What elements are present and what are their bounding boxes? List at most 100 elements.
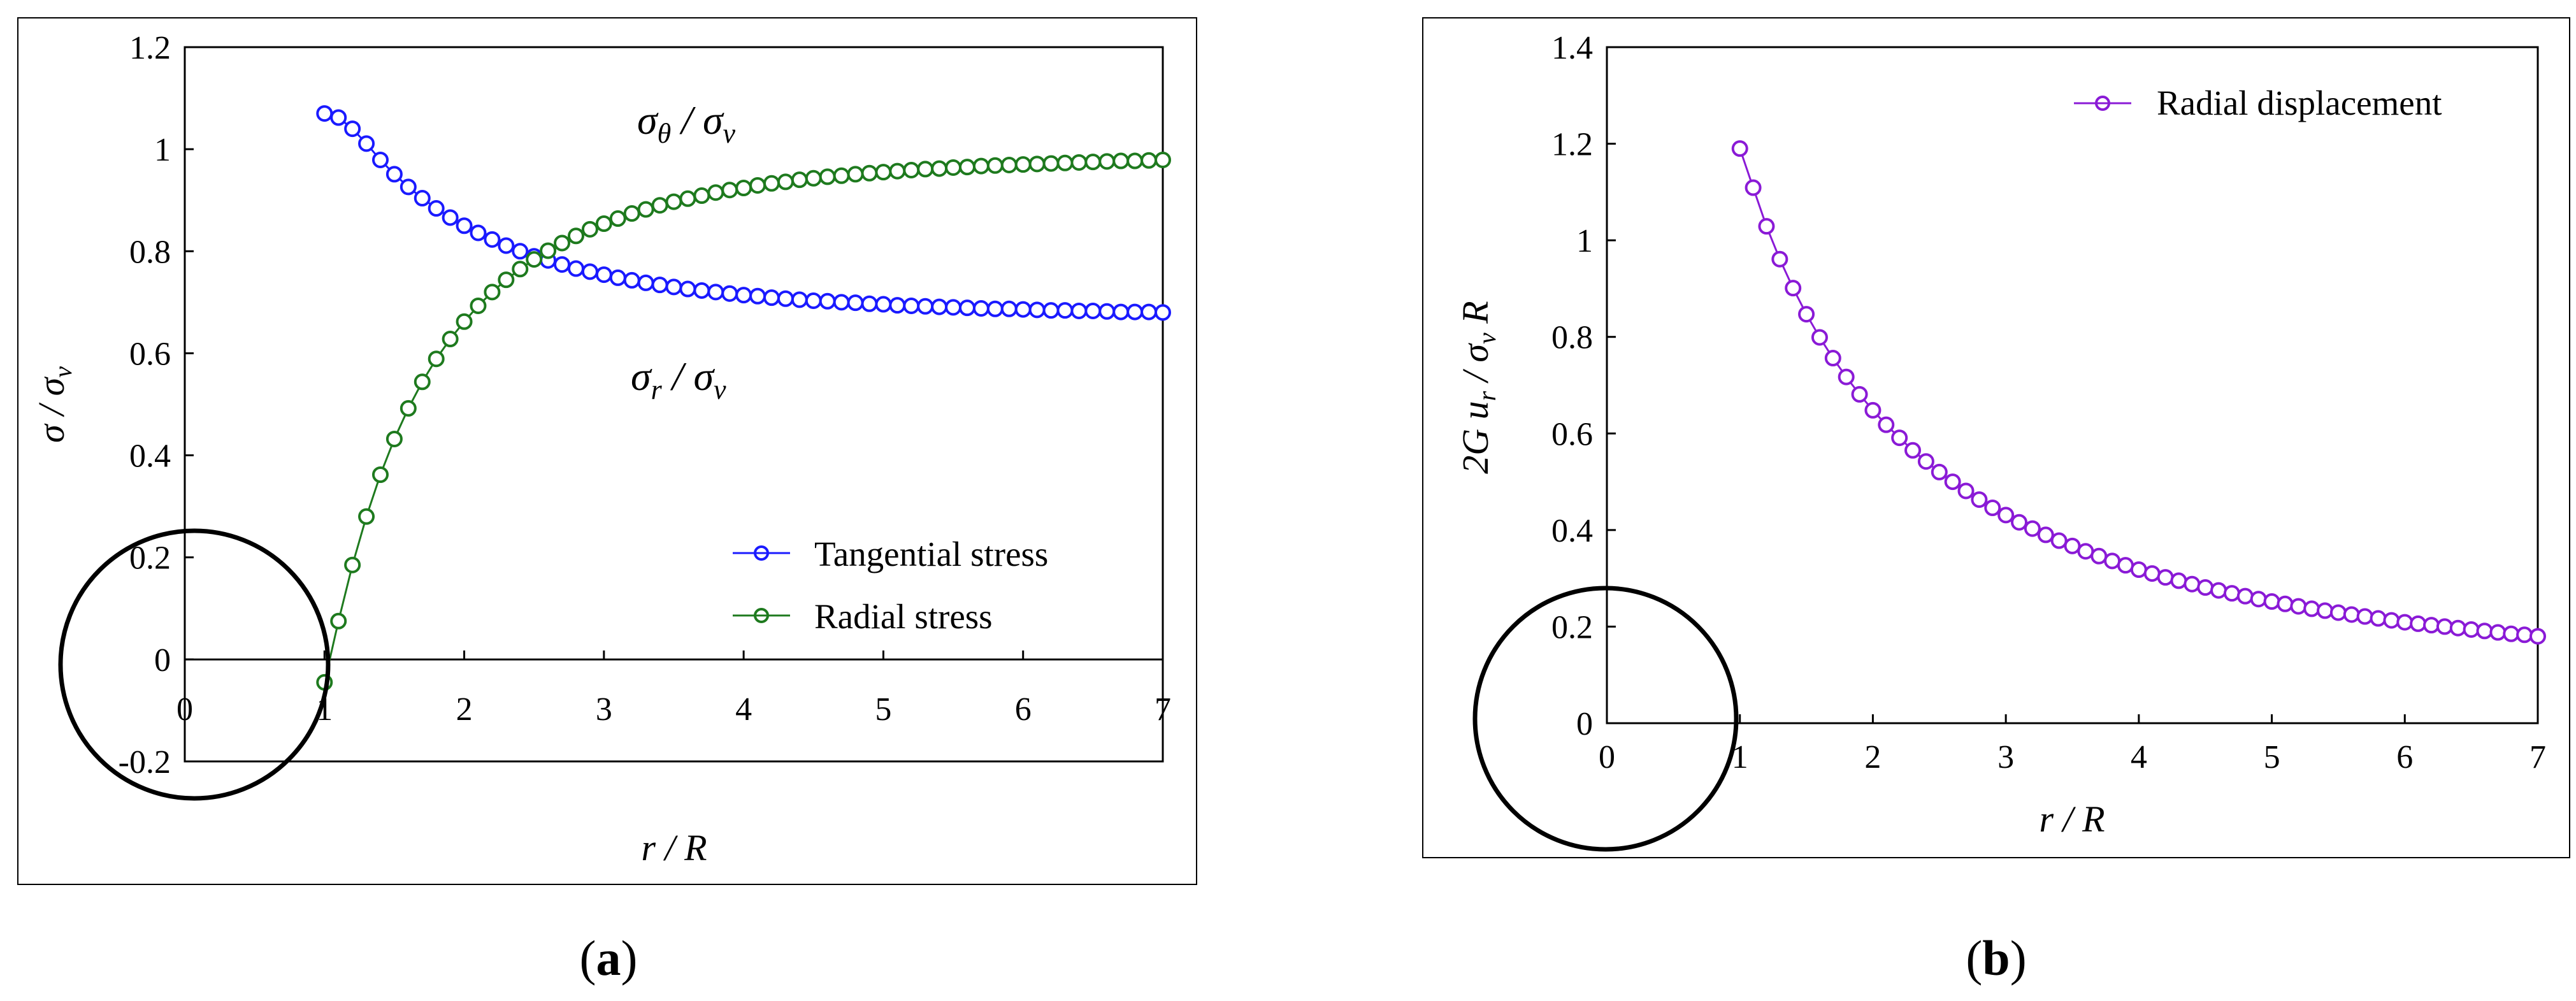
data-point [595, 266, 612, 284]
legend-label-radial: Radial stress [814, 597, 993, 636]
data-point [623, 205, 640, 222]
data-point [1000, 300, 1018, 317]
data-point [595, 215, 612, 233]
y-tick-label: 0.8 [129, 234, 171, 270]
panel-a-y-ticks: -0.200.20.40.60.811.2 [119, 30, 194, 781]
data-point [1098, 153, 1116, 170]
data-point [1957, 482, 1975, 500]
data-point [1155, 151, 1171, 168]
data-point [1904, 442, 1922, 459]
data-point [1997, 507, 2015, 524]
data-point [2370, 610, 2387, 627]
x-tick-label: 3 [596, 691, 612, 728]
panel-a-x-axis-label: r / R [641, 827, 707, 868]
data-point [749, 176, 766, 194]
data-point [1971, 491, 1988, 508]
data-point [1126, 152, 1144, 169]
data-point [385, 430, 403, 447]
data-point [428, 350, 445, 368]
x-tick-label: 0 [176, 691, 193, 728]
x-tick-label: 6 [2396, 739, 2413, 775]
data-point [2516, 626, 2533, 644]
data-point [344, 556, 361, 573]
data-point [1014, 156, 1032, 173]
data-point [512, 243, 529, 260]
data-point [651, 277, 668, 294]
data-point [847, 166, 864, 183]
data-point [414, 190, 431, 207]
data-point [2090, 547, 2108, 565]
data-point [2317, 602, 2334, 619]
data-point [2396, 614, 2414, 631]
data-point [498, 271, 515, 289]
data-point [777, 290, 794, 307]
data-point [554, 256, 571, 273]
data-point [707, 284, 724, 301]
data-point [568, 260, 584, 277]
data-point [2130, 561, 2147, 579]
data-point [986, 157, 1004, 174]
data-point [399, 400, 417, 417]
data-point [526, 251, 543, 268]
data-point [442, 331, 459, 348]
x-tick-label: 4 [2131, 739, 2147, 775]
data-point [903, 297, 920, 314]
data-point [512, 261, 529, 278]
y-tick-label: -0.2 [119, 744, 171, 781]
y-tick-label: 0.2 [1551, 609, 1593, 645]
data-point [581, 263, 598, 280]
data-point [1070, 302, 1088, 319]
y-tick-label: 0.4 [129, 438, 171, 475]
panel-a-caption: (a) [580, 930, 638, 986]
panel-b-series [1731, 140, 2546, 645]
data-point [1042, 155, 1060, 172]
panel-b-legend: Radial displacement [2074, 83, 2442, 122]
data-point [1098, 303, 1116, 320]
x-tick-label: 7 [1155, 691, 1171, 728]
data-point [470, 224, 487, 241]
data-point [1112, 303, 1130, 320]
data-point [1028, 301, 1046, 319]
data-point [2277, 595, 2294, 612]
data-point [2197, 579, 2214, 596]
data-point [763, 289, 780, 306]
data-point [791, 171, 808, 189]
data-point [2011, 514, 2028, 531]
data-point [2449, 619, 2466, 637]
data-point [1984, 499, 2001, 516]
data-point [1944, 473, 1961, 491]
data-point [540, 242, 557, 259]
data-point [903, 161, 920, 178]
data-point [385, 166, 403, 183]
origin-highlight-circle-a [58, 528, 331, 801]
data-point [456, 313, 473, 330]
annotation-tangential: σθ / σv [637, 97, 736, 149]
data-point [819, 292, 836, 310]
x-tick-label: 5 [875, 691, 891, 728]
y-tick-label: 0 [154, 642, 171, 679]
data-point [959, 299, 975, 317]
data-point [1824, 350, 1841, 367]
annotation-radial: σr / σv [631, 354, 726, 405]
data-point [1878, 416, 1895, 433]
data-point [1084, 154, 1102, 171]
data-point [1056, 154, 1074, 171]
data-point [805, 169, 822, 187]
y-tick-label: 0.6 [129, 336, 171, 372]
data-point [735, 179, 752, 196]
data-point [498, 237, 515, 254]
data-point [917, 298, 934, 315]
panel-b-plot-area [1606, 46, 2539, 724]
data-point [945, 299, 962, 316]
data-point [484, 284, 501, 301]
data-point [2423, 617, 2440, 634]
data-point [637, 274, 654, 291]
y-tick-label: 0 [1576, 706, 1593, 742]
data-point [2223, 585, 2240, 602]
panel-b-frame [1422, 17, 2570, 858]
data-point [2463, 621, 2480, 638]
data-point [931, 160, 948, 177]
